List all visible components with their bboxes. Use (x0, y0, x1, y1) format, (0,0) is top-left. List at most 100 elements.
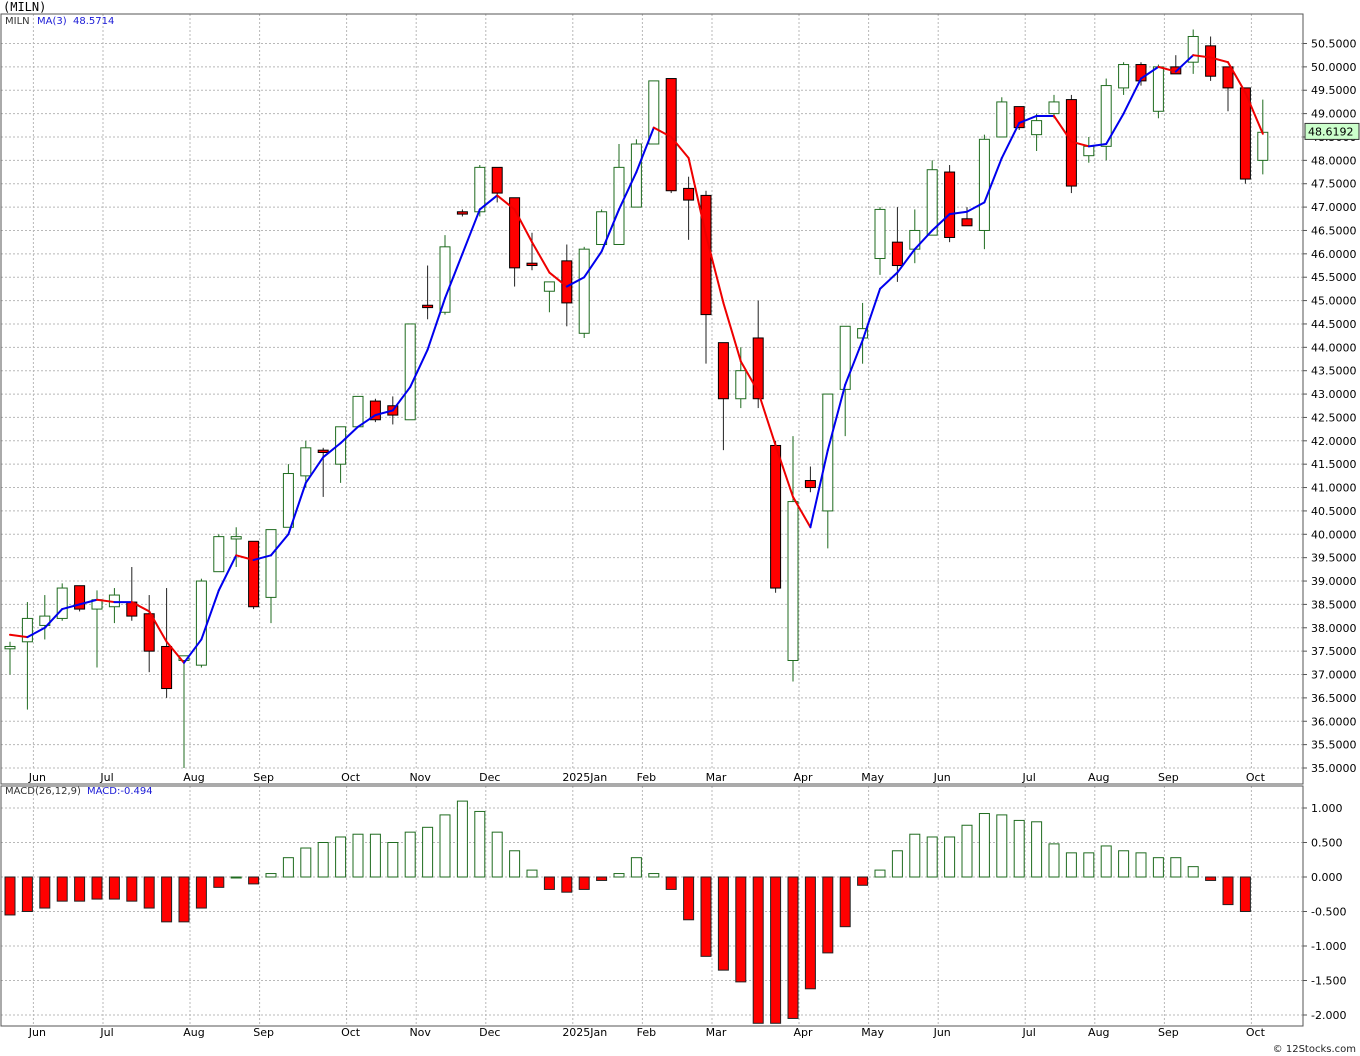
macd-x-tick-label: Sep (253, 1026, 274, 1039)
macd-bar (369, 833, 381, 878)
price-y-tick-label: 43.0000 (1311, 388, 1357, 401)
price-x-tick-label: Jun (28, 771, 46, 784)
macd-x-tick-label: Jul (99, 1026, 113, 1039)
macd-x-tick-label: May (861, 1026, 884, 1039)
macd-bar (561, 876, 573, 893)
macd-x-tick-label: Jun (933, 1026, 951, 1039)
ma-line-segment (1122, 77, 1142, 115)
macd-bar (526, 869, 538, 878)
price-x-tick-label: Nov (409, 771, 431, 784)
site-credit: © 12Stocks.com (1272, 1044, 1356, 1055)
candle-body (735, 370, 747, 400)
ma-line-segment (1244, 91, 1264, 135)
macd-bar (108, 876, 120, 900)
macd-frame (0, 785, 1304, 1027)
macd-bar (491, 831, 503, 878)
macd-bar (944, 836, 956, 878)
price-y-tick-label: 39.5000 (1311, 552, 1357, 565)
ma-line-segment (357, 414, 377, 428)
ma-line-segment (339, 425, 359, 445)
ma-line-segment (844, 339, 864, 386)
candle-body (1048, 101, 1060, 115)
candle-body (596, 211, 608, 245)
candle-body (230, 536, 242, 540)
macd-bar (822, 876, 834, 954)
price-y-tick-label: 47.0000 (1311, 201, 1357, 214)
ma-line-segment (983, 157, 1003, 204)
candle-body (422, 304, 434, 309)
ma-line-segment (235, 554, 255, 561)
macd-bar (1065, 852, 1077, 878)
ma-line-segment (618, 171, 638, 211)
macd-bar (596, 876, 608, 881)
macd-bar (839, 876, 851, 928)
price-y-tick-label: 43.5000 (1311, 365, 1357, 378)
ma-line-segment (670, 135, 690, 160)
macd-bar (648, 873, 660, 878)
macd-bar (195, 876, 207, 909)
ma-legend-value: 48.5714 (73, 16, 115, 27)
ma-line-segment (896, 248, 916, 274)
candle-body (526, 262, 538, 267)
macd-bar (300, 847, 312, 878)
price-panel: 35.0000 35.5000 36.0000 36.5000 37.0000 37.50… (0, 13, 1360, 785)
ma-line-segment (1087, 142, 1108, 148)
candle-body (1013, 106, 1025, 129)
macd-bar (683, 876, 695, 921)
macd-bar (509, 850, 521, 878)
price-x-tick-label: Aug (183, 771, 204, 784)
price-y-tick-label: 38.5000 (1311, 598, 1357, 611)
candle-body (891, 241, 903, 267)
ma-line-segment (1018, 114, 1038, 124)
price-y-tick-label: 47.5000 (1311, 178, 1357, 191)
macd-bar (1048, 843, 1060, 878)
macd-bar (1152, 857, 1164, 878)
macd-bar (178, 876, 190, 923)
ma-line-segment (652, 126, 673, 138)
ma-line-segment (409, 348, 429, 389)
candle-body (1135, 64, 1147, 82)
price-y-tick-label: 39.0000 (1311, 575, 1357, 588)
candle-body (996, 101, 1008, 138)
ma-line-segment (391, 386, 412, 412)
macd-bar (143, 876, 155, 909)
macd-bar (1135, 852, 1147, 878)
macd-bar (39, 876, 51, 909)
candle-body (839, 325, 851, 390)
candle-body (578, 248, 590, 334)
price-y-tick-label: 40.0000 (1311, 528, 1357, 541)
macd-bar (422, 826, 434, 878)
candle-body (195, 580, 207, 666)
macd-bar (282, 857, 294, 878)
price-x-tick-label: Feb (637, 771, 656, 784)
candle-body (4, 645, 16, 650)
price-y-tick-label: 45.0000 (1311, 295, 1357, 308)
candle-body (265, 529, 277, 598)
candle-body (961, 218, 973, 227)
macd-bar (578, 876, 590, 890)
macd-bar (770, 876, 782, 1024)
candle-body (335, 426, 347, 465)
ma-line-segment (1192, 54, 1212, 59)
price-y-tick-label: 46.5000 (1311, 224, 1357, 237)
macd-bar (213, 876, 225, 888)
candle-body (1205, 45, 1217, 77)
macd-bar (996, 814, 1008, 878)
macd-x-tick-label: Jul (1022, 1026, 1036, 1039)
macd-bar (613, 873, 625, 878)
candle-body (683, 187, 695, 201)
candle-body (282, 473, 294, 528)
macd-bar (1170, 857, 1182, 878)
candle-body (1118, 64, 1130, 89)
ma-line-segment (531, 241, 551, 274)
candle-body (474, 166, 486, 213)
macd-bar (630, 857, 642, 878)
ma-line-segment (513, 208, 533, 244)
candle-body (648, 80, 660, 145)
macd-bar (1239, 876, 1251, 912)
price-y-tick-label: 42.5000 (1311, 411, 1357, 424)
macd-x-tick-label: Aug (183, 1026, 204, 1039)
candle-body (561, 260, 573, 304)
price-symbol-label: MILN (5, 16, 30, 27)
